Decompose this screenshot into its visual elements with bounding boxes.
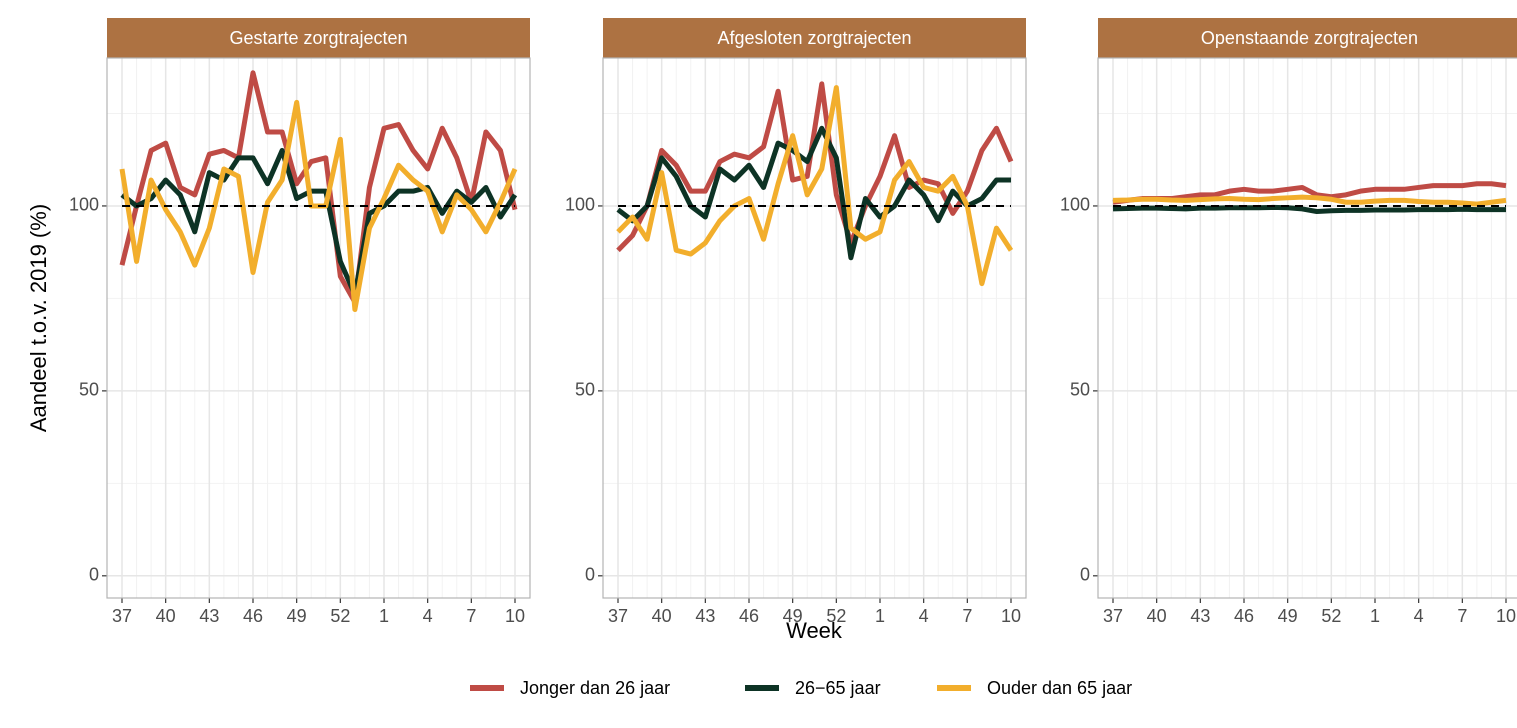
x-tick-label: 1: [875, 606, 885, 626]
x-tick-label: 1: [1370, 606, 1380, 626]
x-tick-label: 37: [608, 606, 628, 626]
x-tick-label: 43: [695, 606, 715, 626]
y-tick-label: 100: [69, 195, 99, 215]
panel-title: Openstaande zorgtrajecten: [1201, 28, 1418, 48]
panel-border: [602, 57, 1027, 599]
x-tick-label: 4: [919, 606, 929, 626]
series-line: [616, 85, 1014, 287]
series-line: [616, 81, 1014, 253]
x-tick-label: 10: [1496, 606, 1516, 626]
x-tick-label: 49: [1278, 606, 1298, 626]
series-line: [1112, 204, 1506, 214]
strip: [603, 18, 1026, 58]
y-tick-label: 0: [1080, 565, 1090, 585]
legend-label: 26−65 jaar: [795, 678, 881, 698]
strip: [1098, 18, 1517, 58]
y-tick-label: 100: [1060, 195, 1090, 215]
x-tick-label: 43: [199, 606, 219, 626]
x-tick-label: 52: [330, 606, 350, 626]
x-tick-label: 49: [287, 606, 307, 626]
y-tick-label: 0: [585, 565, 595, 585]
legend-label: Jonger dan 26 jaar: [520, 678, 670, 698]
x-tick-label: 40: [652, 606, 672, 626]
x-tick-label: 7: [1457, 606, 1467, 626]
x-tick-label: 52: [1321, 606, 1341, 626]
panel-border: [1097, 57, 1517, 599]
panel-bg: [1098, 58, 1517, 598]
y-tick-label: 50: [1070, 380, 1090, 400]
series-line: [120, 147, 518, 298]
x-axis-title: Week: [786, 618, 843, 643]
x-tick-label: 52: [826, 606, 846, 626]
y-tick-label: 50: [79, 380, 99, 400]
panel-title: Afgesloten zorgtrajecten: [717, 28, 911, 48]
x-tick-label: 49: [783, 606, 803, 626]
strip: [107, 18, 530, 58]
x-tick-label: 4: [1414, 606, 1424, 626]
legend-label: Ouder dan 65 jaar: [987, 678, 1132, 698]
panel-title: Gestarte zorgtrajecten: [229, 28, 407, 48]
y-axis-title: Aandeel t.o.v. 2019 (%): [26, 204, 51, 432]
x-tick-label: 10: [505, 606, 525, 626]
x-tick-label: 7: [962, 606, 972, 626]
x-tick-label: 10: [1001, 606, 1021, 626]
panel-bg: [107, 58, 530, 598]
x-tick-label: 1: [379, 606, 389, 626]
x-tick-label: 37: [1103, 606, 1123, 626]
y-tick-label: 0: [89, 565, 99, 585]
series-line: [1112, 181, 1507, 205]
x-tick-label: 7: [466, 606, 476, 626]
y-tick-label: 100: [565, 195, 595, 215]
x-tick-label: 4: [423, 606, 433, 626]
series-line: [119, 70, 518, 305]
panel-border: [106, 57, 531, 599]
x-tick-label: 37: [112, 606, 132, 626]
x-tick-label: 43: [1190, 606, 1210, 626]
x-tick-label: 46: [243, 606, 263, 626]
x-tick-label: 46: [1234, 606, 1254, 626]
x-tick-label: 46: [739, 606, 759, 626]
series-line: [1112, 194, 1507, 207]
y-tick-label: 50: [575, 380, 595, 400]
x-tick-label: 40: [156, 606, 176, 626]
x-tick-label: 40: [1147, 606, 1167, 626]
